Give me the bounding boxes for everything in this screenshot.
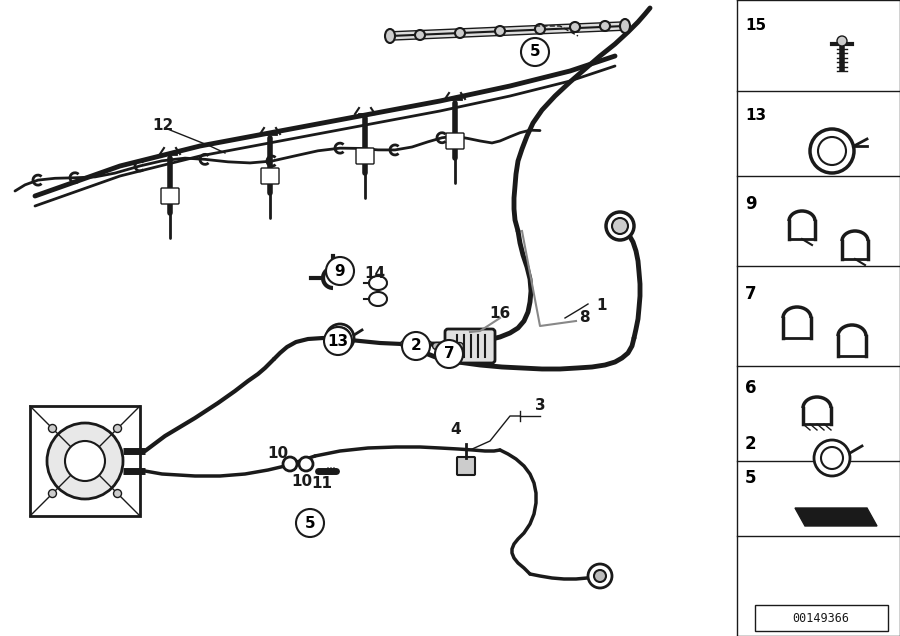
Circle shape <box>49 490 57 497</box>
Circle shape <box>47 423 123 499</box>
Circle shape <box>814 440 850 476</box>
Text: 16: 16 <box>490 307 510 322</box>
Text: 5: 5 <box>530 45 540 60</box>
Circle shape <box>49 424 57 432</box>
Circle shape <box>600 21 610 31</box>
Circle shape <box>594 570 606 582</box>
Text: 8: 8 <box>579 310 590 326</box>
Text: 9: 9 <box>335 263 346 279</box>
Ellipse shape <box>385 29 395 43</box>
Circle shape <box>283 457 297 471</box>
FancyBboxPatch shape <box>457 457 475 475</box>
Polygon shape <box>795 508 877 526</box>
FancyBboxPatch shape <box>356 148 374 164</box>
Circle shape <box>837 36 847 46</box>
Text: 3: 3 <box>535 399 545 413</box>
Circle shape <box>588 564 612 588</box>
Circle shape <box>435 340 463 368</box>
Circle shape <box>570 22 580 32</box>
Circle shape <box>612 218 628 234</box>
Text: 4: 4 <box>451 422 462 436</box>
Text: 5: 5 <box>305 516 315 530</box>
Circle shape <box>326 257 354 285</box>
FancyBboxPatch shape <box>755 605 888 631</box>
Ellipse shape <box>620 19 630 33</box>
Circle shape <box>606 212 634 240</box>
Text: 00149366: 00149366 <box>793 611 850 625</box>
Text: 6: 6 <box>745 379 757 397</box>
Circle shape <box>299 457 313 471</box>
Circle shape <box>521 38 549 66</box>
Text: 7: 7 <box>444 347 454 361</box>
Text: 1: 1 <box>597 298 608 314</box>
Circle shape <box>65 441 105 481</box>
FancyBboxPatch shape <box>261 168 279 184</box>
Circle shape <box>495 26 505 36</box>
FancyBboxPatch shape <box>445 329 495 363</box>
Text: 13: 13 <box>328 333 348 349</box>
Text: 2: 2 <box>745 435 757 453</box>
FancyBboxPatch shape <box>161 188 179 204</box>
Circle shape <box>402 332 430 360</box>
Text: 12: 12 <box>152 118 174 134</box>
FancyBboxPatch shape <box>446 133 464 149</box>
Text: 7: 7 <box>745 285 757 303</box>
Text: 10: 10 <box>292 473 312 488</box>
Circle shape <box>810 129 854 173</box>
Circle shape <box>296 509 324 537</box>
Circle shape <box>535 24 545 34</box>
Circle shape <box>326 324 354 352</box>
Text: 13: 13 <box>745 109 766 123</box>
Circle shape <box>818 137 846 165</box>
Circle shape <box>324 327 352 355</box>
Text: 14: 14 <box>364 265 385 280</box>
Text: 5: 5 <box>745 469 757 487</box>
Circle shape <box>455 28 465 38</box>
Circle shape <box>821 447 843 469</box>
Bar <box>30 406 140 516</box>
Text: 15: 15 <box>745 18 766 34</box>
Text: 11: 11 <box>311 476 332 492</box>
Text: 2: 2 <box>410 338 421 354</box>
Text: 10: 10 <box>267 446 289 462</box>
Circle shape <box>113 424 122 432</box>
Circle shape <box>415 30 425 40</box>
Text: 9: 9 <box>745 195 757 213</box>
Circle shape <box>113 490 122 497</box>
